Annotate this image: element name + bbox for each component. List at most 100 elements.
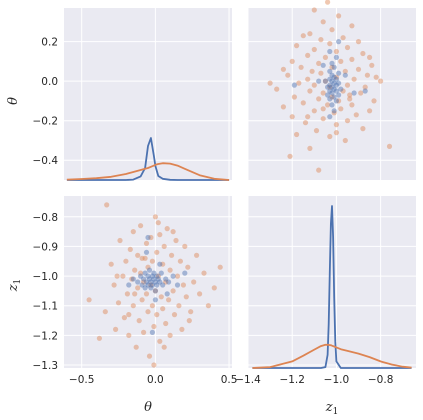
scatter-point-blue [327,48,333,55]
scatter-point-orange [300,100,306,106]
scatter-point-blue [139,282,145,288]
scatter-point-blue [336,92,342,98]
scatter-point-orange [151,323,157,330]
scatter-point-orange [351,76,357,82]
scatter-point-blue [333,54,339,61]
scatter-point-blue [331,94,337,100]
scatter-point-orange [336,98,342,104]
scatter-point-orange [320,19,326,25]
scatter-point-orange [151,362,157,368]
scatter-point-blue [336,80,342,86]
scatter-point-orange [322,78,328,84]
scatter-point-orange [157,338,163,344]
scatter-point-blue [327,88,333,94]
scatter-point-orange [130,303,136,309]
scatter-point-blue [291,82,297,88]
scatter-point-orange [205,303,211,309]
scatter-point-orange [280,66,286,72]
scatter-point-orange [143,240,150,246]
scatter-point-orange [311,46,317,53]
y-tick-label-z1: −1.1 [33,301,59,313]
scatter-point-orange [160,306,166,312]
scatter-point-orange [149,303,155,309]
scatter-point-orange [135,285,141,291]
scatter-point-orange [267,80,273,86]
scatter-point-orange [327,41,333,47]
scatter-point-orange [349,23,355,29]
scatter-point-blue [166,279,172,285]
scatter-point-orange [302,120,309,126]
scatter-point-orange [320,90,326,96]
scatter-point-orange [311,82,317,88]
scatter-point-blue [362,88,368,94]
scatter-point-orange [360,50,366,57]
scatter-point-blue [325,92,331,98]
scatter-point-orange [305,114,311,120]
y-tick-label-z1: −1.2 [33,330,59,342]
scatter-point-orange [155,220,161,226]
scatter-point-orange [167,332,173,338]
scatter-point-orange [338,106,344,112]
scatter-point-blue [329,84,335,90]
scatter-point-blue [329,90,335,96]
scatter-point-orange [344,44,351,51]
panel-tr-background [248,8,416,180]
scatter-point-orange [132,291,138,297]
scatter-point-orange [327,84,333,90]
scatter-point-orange [146,353,153,359]
kde-z1-blue [252,205,412,369]
scatter-point-blue [149,282,155,288]
scatter-point-blue [152,288,158,294]
scatter-point-blue [155,276,161,282]
scatter-point-orange [322,54,328,61]
scatter-point-orange [340,88,346,94]
scatter-point-orange [320,106,326,112]
scatter-point-orange [358,90,364,96]
scatter-point-orange [318,37,324,43]
scatter-point-orange [148,234,154,241]
scatter-point-orange [160,261,166,267]
scatter-point-orange [316,60,322,66]
scatter-point-orange [364,72,370,78]
scatter-point-orange [287,153,293,159]
x-axis-label-theta: θ [144,400,152,415]
scatter-point-orange [161,344,167,350]
scatter-point-orange [329,27,335,33]
y-tick-label-z1: −1.0 [33,271,59,283]
scatter-point-orange [349,56,355,63]
scatter-point-orange [167,267,173,273]
scatter-point-blue [333,88,339,94]
scatter-point-orange [294,43,300,49]
x-tick-label-z1: −1.2 [279,374,305,386]
scatter-point-orange [371,98,377,104]
kde-z1-orange [252,343,412,369]
scatter-point-blue [148,279,154,285]
scatter-point-orange [347,92,353,98]
scatter-point-orange [296,80,302,86]
scatter-point-blue [151,270,157,276]
scatter-point-orange [340,35,346,41]
scatter-point-orange [188,309,194,315]
scatter-point-orange [163,279,169,285]
scatter-point-blue [327,114,333,120]
y-tick-label-z1: −1.3 [33,360,59,372]
scatter-point-orange [177,258,183,264]
scatter-point-blue [126,282,132,288]
scatter-point-blue [329,72,335,78]
scatter-point-orange [360,126,366,132]
scatter-point-orange [135,252,141,258]
scatter-point-blue [327,96,333,102]
scatter-point-orange [316,167,322,173]
scatter-point-orange [157,232,163,238]
scatter-point-blue [142,270,148,276]
scatter-point-orange [325,102,331,108]
scatter-point-orange [115,300,122,306]
scatter-point-orange [373,74,379,80]
scatter-point-orange [129,276,135,282]
scatter-point-blue [336,70,342,76]
scatter-point-blue [142,285,148,291]
scatter-point-orange [158,294,164,300]
scatter-point-blue [331,64,337,70]
kde-theta-orange [66,162,230,181]
scatter-point-orange [289,114,295,120]
